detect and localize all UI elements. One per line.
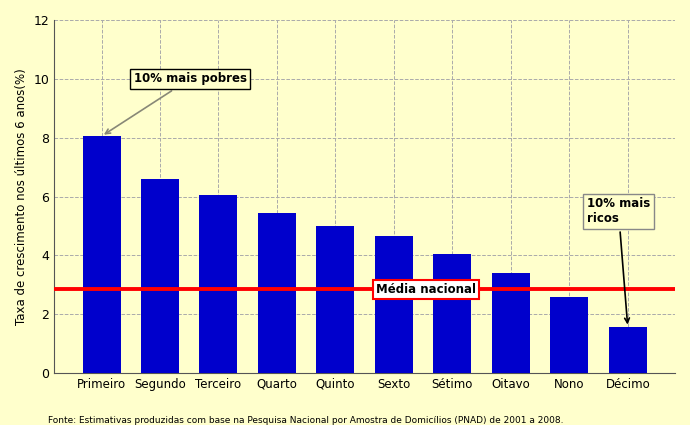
Bar	[258, 212, 296, 373]
Text: 10% mais
ricos: 10% mais ricos	[587, 197, 650, 323]
Bar	[199, 195, 237, 373]
Bar	[492, 273, 530, 373]
Text: Fonte: Estimativas produzidas com base na Pesquisa Nacional por Amostra de Domic: Fonte: Estimativas produzidas com base n…	[48, 416, 564, 425]
Bar	[83, 136, 121, 373]
Bar	[375, 236, 413, 373]
Bar	[317, 226, 355, 373]
Bar	[433, 254, 471, 373]
Bar	[551, 297, 589, 373]
Bar	[609, 327, 647, 373]
Text: 10% mais pobres: 10% mais pobres	[106, 72, 246, 134]
Bar	[141, 179, 179, 373]
Text: Média nacional: Média nacional	[376, 283, 476, 296]
Y-axis label: Taxa de crescimento nos últimos 6 anos(%): Taxa de crescimento nos últimos 6 anos(%…	[15, 68, 28, 325]
